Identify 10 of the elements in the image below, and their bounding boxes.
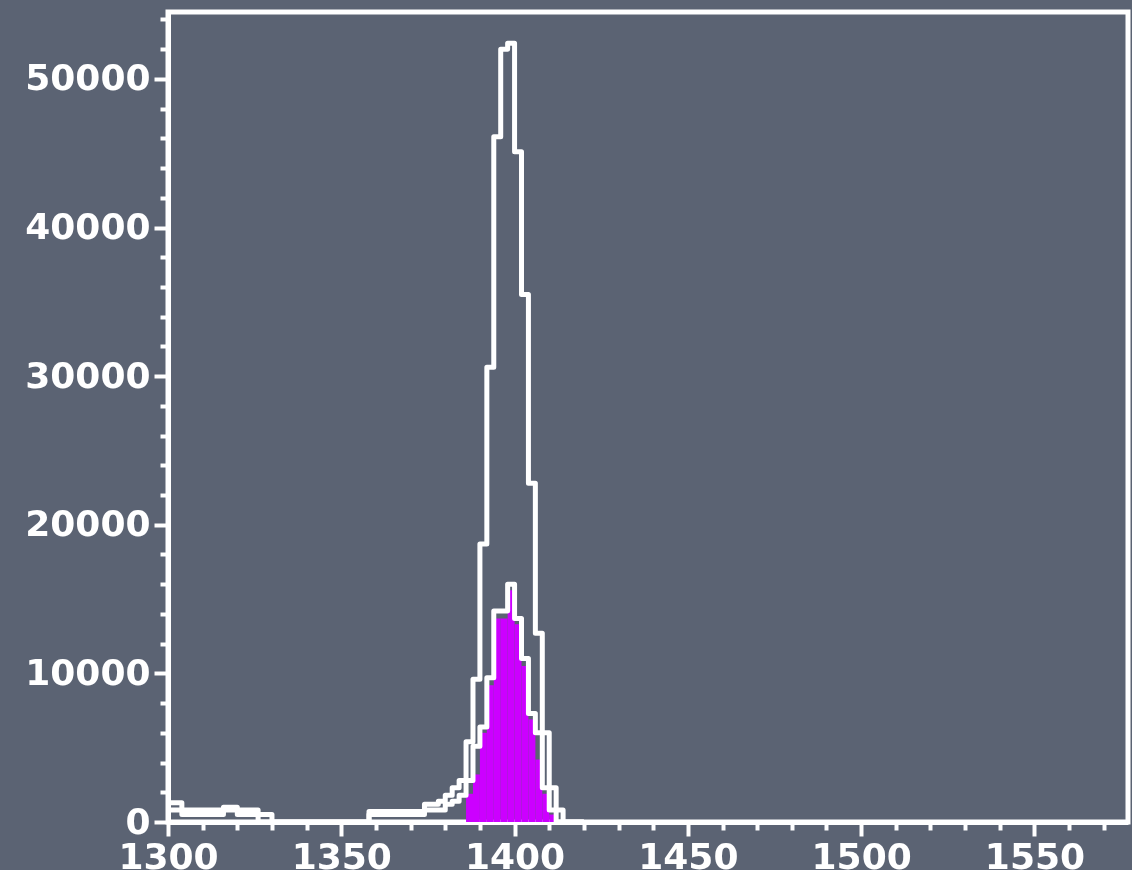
x-tick-label: 1350 [291,835,392,870]
y-tick-label: 30000 [25,354,151,396]
x-tick-label: 1550 [984,835,1086,870]
y-tick-label: 50000 [25,57,151,99]
y-tick-label: 40000 [25,206,151,247]
x-tick-label: 1500 [811,835,912,870]
x-tick-label: 1400 [464,835,566,870]
y-tick-label: 20000 [25,503,151,545]
x-tick-label: 1450 [638,835,739,870]
y-tick-label: 10000 [25,651,151,693]
